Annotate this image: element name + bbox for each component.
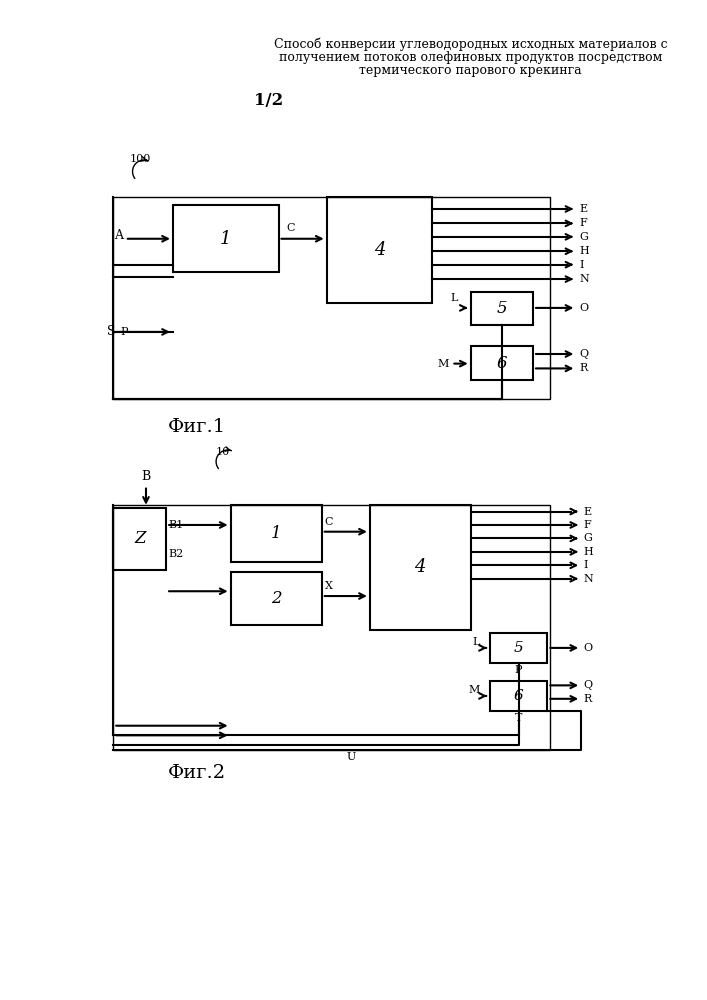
Bar (471, 292, 533, 325)
Text: Q: Q (583, 680, 592, 690)
Text: L: L (473, 637, 480, 647)
Bar (471, 346, 533, 380)
Text: P: P (515, 665, 522, 675)
Text: 1/2: 1/2 (255, 92, 284, 109)
Text: S: S (107, 325, 115, 338)
Text: N: N (579, 274, 589, 284)
Text: 4: 4 (373, 241, 385, 259)
Text: 2: 2 (271, 590, 281, 607)
Bar (113, 197, 550, 399)
Text: Фиг.2: Фиг.2 (168, 764, 226, 782)
Text: U: U (346, 752, 356, 762)
Text: 1: 1 (271, 525, 281, 542)
Bar (230, 505, 322, 562)
Text: 6: 6 (496, 355, 507, 372)
Text: H: H (583, 547, 592, 557)
Text: R: R (583, 694, 591, 704)
Text: Q: Q (579, 349, 588, 359)
Text: O: O (579, 303, 588, 313)
Text: 5: 5 (496, 300, 507, 317)
Text: T: T (515, 713, 522, 723)
Bar (113, 508, 166, 570)
Text: F: F (579, 218, 587, 228)
Text: P: P (120, 327, 127, 337)
Text: M: M (469, 685, 480, 695)
Text: F: F (583, 520, 591, 530)
Bar (327, 197, 432, 303)
Text: I: I (583, 560, 588, 570)
Text: R: R (579, 363, 588, 373)
Text: 1: 1 (220, 230, 231, 248)
Text: M: M (437, 359, 448, 369)
Text: E: E (583, 507, 591, 517)
Text: B: B (141, 470, 151, 483)
Text: 6: 6 (514, 689, 523, 703)
Text: 10: 10 (216, 447, 230, 457)
Bar (173, 205, 279, 272)
Text: B2: B2 (168, 549, 183, 559)
Bar (113, 505, 550, 750)
Bar (230, 572, 322, 625)
Text: C: C (325, 517, 333, 527)
Text: 4: 4 (414, 558, 426, 576)
Text: E: E (579, 204, 588, 214)
Text: I: I (579, 260, 584, 270)
Bar (370, 505, 471, 630)
Text: Z: Z (134, 530, 146, 547)
Text: X: X (325, 581, 332, 591)
Text: A: A (114, 229, 123, 242)
Text: B1: B1 (168, 520, 183, 530)
Text: G: G (583, 533, 592, 543)
Text: 5: 5 (514, 641, 523, 655)
Text: L: L (451, 293, 458, 303)
Text: получением потоков олефиновых продуктов посредством: получением потоков олефиновых продуктов … (279, 51, 662, 64)
Text: H: H (579, 246, 589, 256)
Text: O: O (583, 643, 592, 653)
Text: N: N (583, 574, 592, 584)
Bar (490, 633, 547, 663)
Text: G: G (579, 232, 588, 242)
Text: Фиг.1: Фиг.1 (168, 418, 226, 436)
Text: 100: 100 (129, 154, 151, 164)
Text: C: C (286, 223, 295, 233)
Text: Способ конверсии углеводородных исходных материалов с: Способ конверсии углеводородных исходных… (274, 37, 667, 51)
Bar (490, 681, 547, 711)
Text: термического парового крекинга: термического парового крекинга (359, 64, 582, 77)
